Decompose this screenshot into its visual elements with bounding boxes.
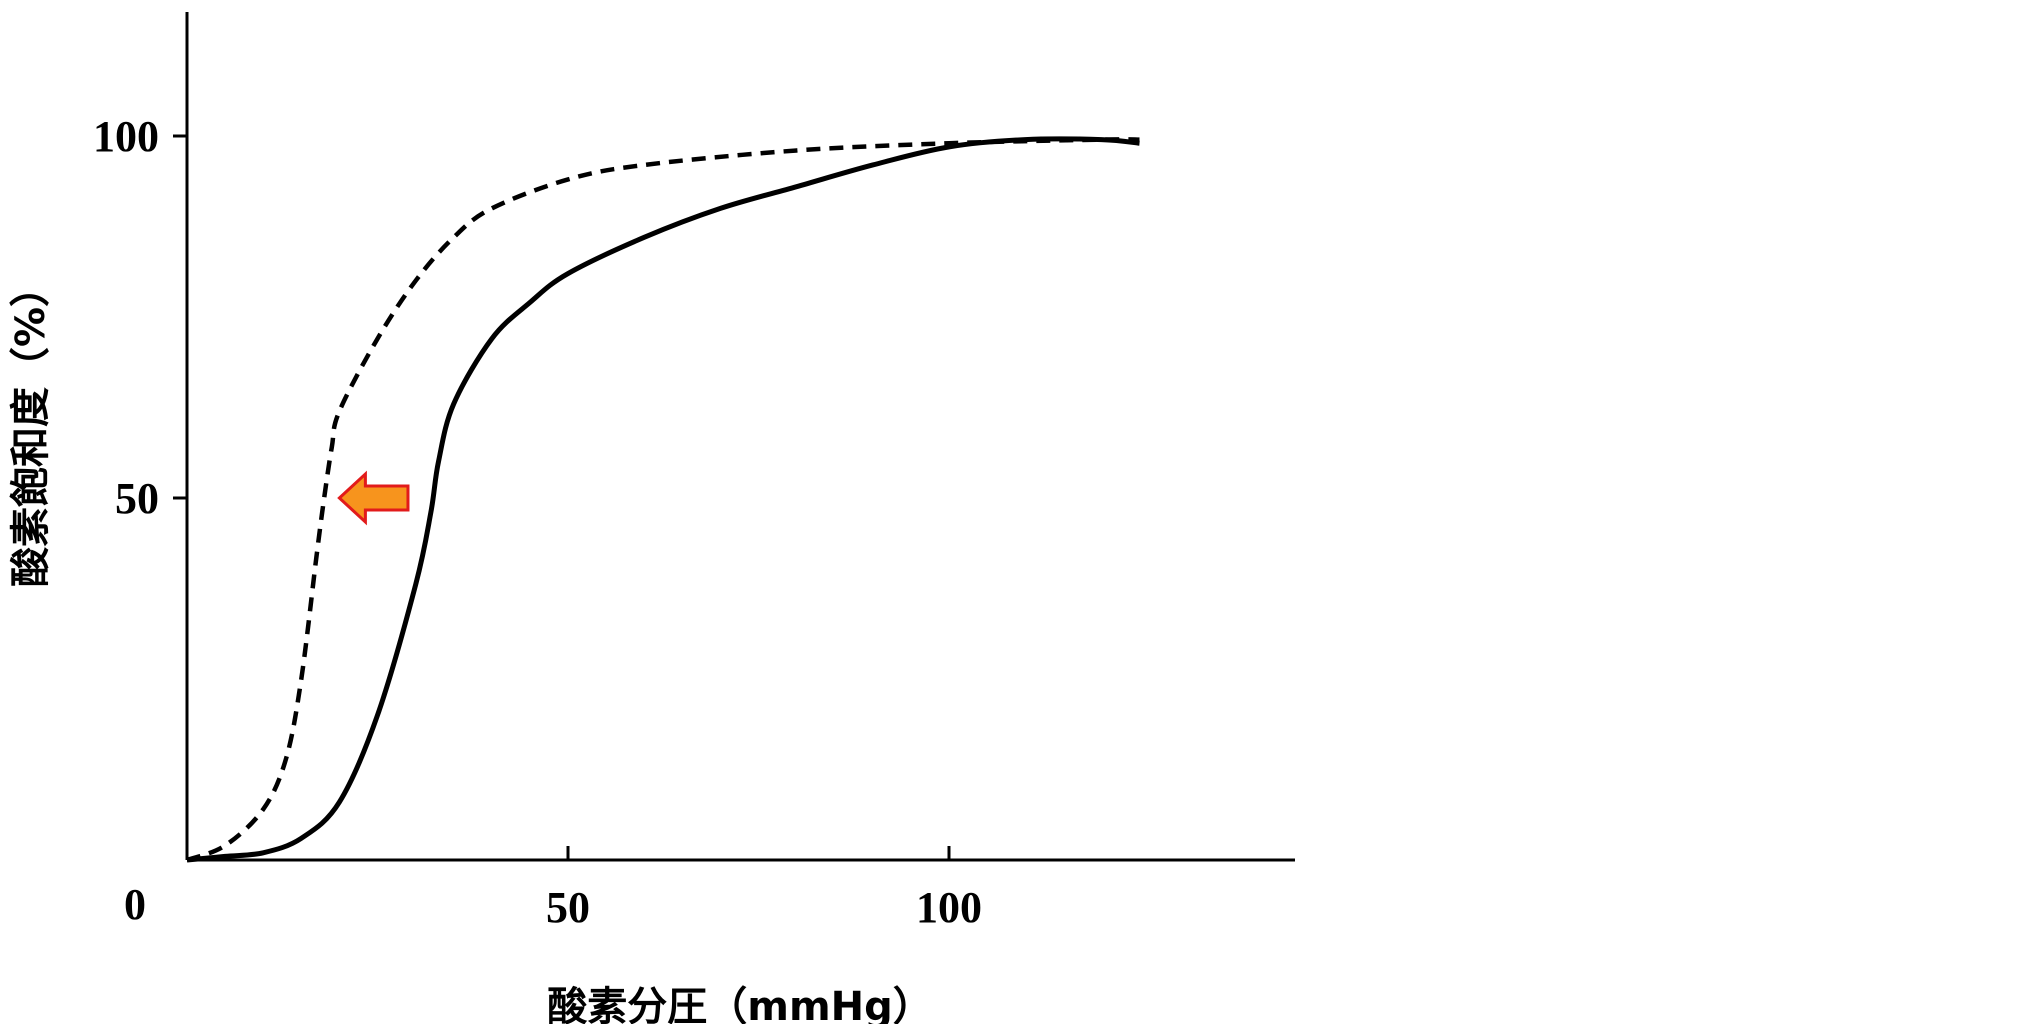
x-tick-label: 50 (546, 883, 590, 932)
x-tick-label: 100 (916, 883, 982, 932)
y-axis-title: 酸素飽和度（%） (8, 267, 54, 587)
ticks: 50 100 50 100 (93, 112, 982, 932)
series-lines (186, 136, 1140, 863)
solid-curve-line (186, 136, 1140, 863)
x-axis-title: 酸素分圧（mmHg） (547, 984, 932, 1024)
annotations (337, 470, 410, 526)
left-arrow-icon (337, 470, 410, 526)
y-tick-label: 50 (115, 474, 159, 523)
origin-label: 0 (124, 880, 146, 929)
dashed-curve-line (186, 137, 1140, 863)
y-tick-label: 100 (93, 112, 159, 161)
axes (185, 12, 1295, 862)
